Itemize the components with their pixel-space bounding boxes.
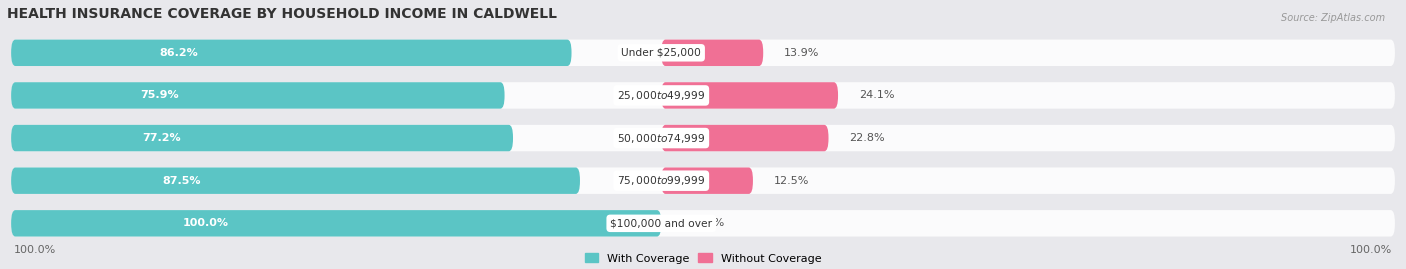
Text: 0.0%: 0.0%: [696, 218, 724, 228]
FancyBboxPatch shape: [11, 40, 1395, 66]
Text: 87.5%: 87.5%: [163, 176, 201, 186]
Text: Under $25,000: Under $25,000: [621, 48, 702, 58]
Text: 75.9%: 75.9%: [139, 90, 179, 100]
Text: $100,000 and over: $100,000 and over: [610, 218, 713, 228]
FancyBboxPatch shape: [661, 40, 763, 66]
FancyBboxPatch shape: [11, 168, 1395, 194]
FancyBboxPatch shape: [11, 82, 1395, 109]
FancyBboxPatch shape: [11, 82, 505, 109]
Text: $25,000 to $49,999: $25,000 to $49,999: [617, 89, 706, 102]
FancyBboxPatch shape: [11, 125, 513, 151]
Legend: With Coverage, Without Coverage: With Coverage, Without Coverage: [585, 253, 821, 264]
FancyBboxPatch shape: [661, 82, 838, 109]
Text: HEALTH INSURANCE COVERAGE BY HOUSEHOLD INCOME IN CALDWELL: HEALTH INSURANCE COVERAGE BY HOUSEHOLD I…: [7, 6, 557, 20]
Text: 12.5%: 12.5%: [773, 176, 810, 186]
Text: 22.8%: 22.8%: [849, 133, 884, 143]
Text: $75,000 to $99,999: $75,000 to $99,999: [617, 174, 706, 187]
FancyBboxPatch shape: [11, 210, 1395, 236]
Text: 24.1%: 24.1%: [859, 90, 894, 100]
FancyBboxPatch shape: [11, 125, 1395, 151]
Text: 77.2%: 77.2%: [142, 133, 181, 143]
FancyBboxPatch shape: [11, 168, 579, 194]
Text: Source: ZipAtlas.com: Source: ZipAtlas.com: [1281, 13, 1385, 23]
Text: $50,000 to $74,999: $50,000 to $74,999: [617, 132, 706, 144]
FancyBboxPatch shape: [661, 125, 828, 151]
FancyBboxPatch shape: [661, 168, 754, 194]
Text: 100.0%: 100.0%: [14, 245, 56, 255]
Text: 86.2%: 86.2%: [160, 48, 198, 58]
FancyBboxPatch shape: [11, 40, 571, 66]
Text: 100.0%: 100.0%: [183, 218, 229, 228]
Text: 100.0%: 100.0%: [1350, 245, 1392, 255]
Text: 13.9%: 13.9%: [785, 48, 820, 58]
FancyBboxPatch shape: [11, 210, 661, 236]
